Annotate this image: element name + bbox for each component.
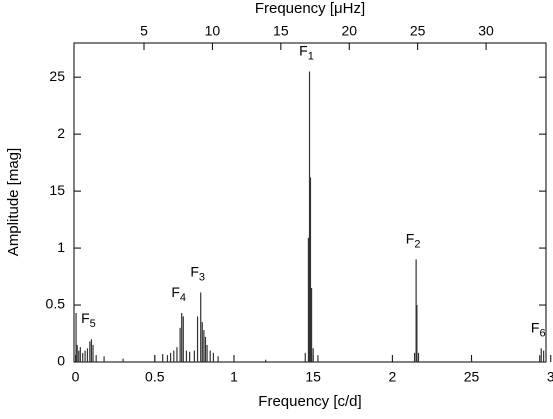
y-axis-label: Amplitude [mag] [5, 148, 22, 256]
y-tick-label: 25 [49, 68, 65, 84]
annotation-subscript: 2 [414, 238, 420, 250]
y-tick-label: 15 [49, 182, 65, 198]
x2-tick-label: 25 [410, 23, 426, 39]
x2-tick-label: 15 [273, 23, 289, 39]
x-tick-label: 15 [305, 369, 321, 385]
x-axis-label: Frequency [c/d] [258, 393, 361, 410]
annotation-label: F1 [299, 42, 314, 62]
annotation-label: F5 [81, 310, 96, 330]
peak-annotation: F6 [531, 319, 546, 339]
y-tick-label: 2 [57, 125, 65, 141]
annotation-subscript: 5 [90, 318, 96, 330]
peak-annotation: F5 [81, 310, 96, 330]
annotation-text: F [406, 230, 415, 246]
x-tick-label: 1 [230, 369, 238, 385]
y-tick-label: 0.5 [46, 296, 66, 312]
peak-annotation: F1 [299, 42, 314, 62]
x-tick-label: 0.5 [145, 369, 165, 385]
annotation-subscript: 4 [180, 292, 186, 304]
peak-annotation: F3 [190, 263, 205, 283]
peak-annotation: F2 [406, 230, 421, 250]
x-tick-label: 2 [388, 369, 396, 385]
annotation-label: F3 [190, 263, 205, 283]
annotation-text: F [81, 310, 90, 326]
x2-tick-label: 5 [140, 23, 148, 39]
x2-axis-label: Frequency [μHz] [255, 0, 365, 17]
y-tick-label: 1 [57, 239, 65, 255]
y-tick-label: 0 [57, 353, 65, 369]
x-tick-label: 0 [72, 369, 80, 385]
x-tick-label: 3 [547, 369, 553, 385]
annotation-text: F [171, 284, 180, 300]
annotation-text: F [190, 263, 199, 279]
x2-tick-label: 30 [478, 23, 494, 39]
x2-tick-label: 20 [341, 23, 357, 39]
annotation-text: F [299, 42, 308, 58]
annotation-label: F4 [171, 284, 186, 304]
annotation-text: F [531, 319, 540, 335]
x2-tick-label: 10 [205, 23, 221, 39]
annotation-subscript: 3 [199, 271, 205, 283]
x-tick-label: 25 [464, 369, 480, 385]
annotation-label: F2 [406, 230, 421, 250]
peak-annotation: F4 [171, 284, 186, 304]
annotation-subscript: 1 [308, 50, 314, 62]
annotation-subscript: 6 [539, 327, 545, 339]
annotation-label: F6 [531, 319, 546, 339]
